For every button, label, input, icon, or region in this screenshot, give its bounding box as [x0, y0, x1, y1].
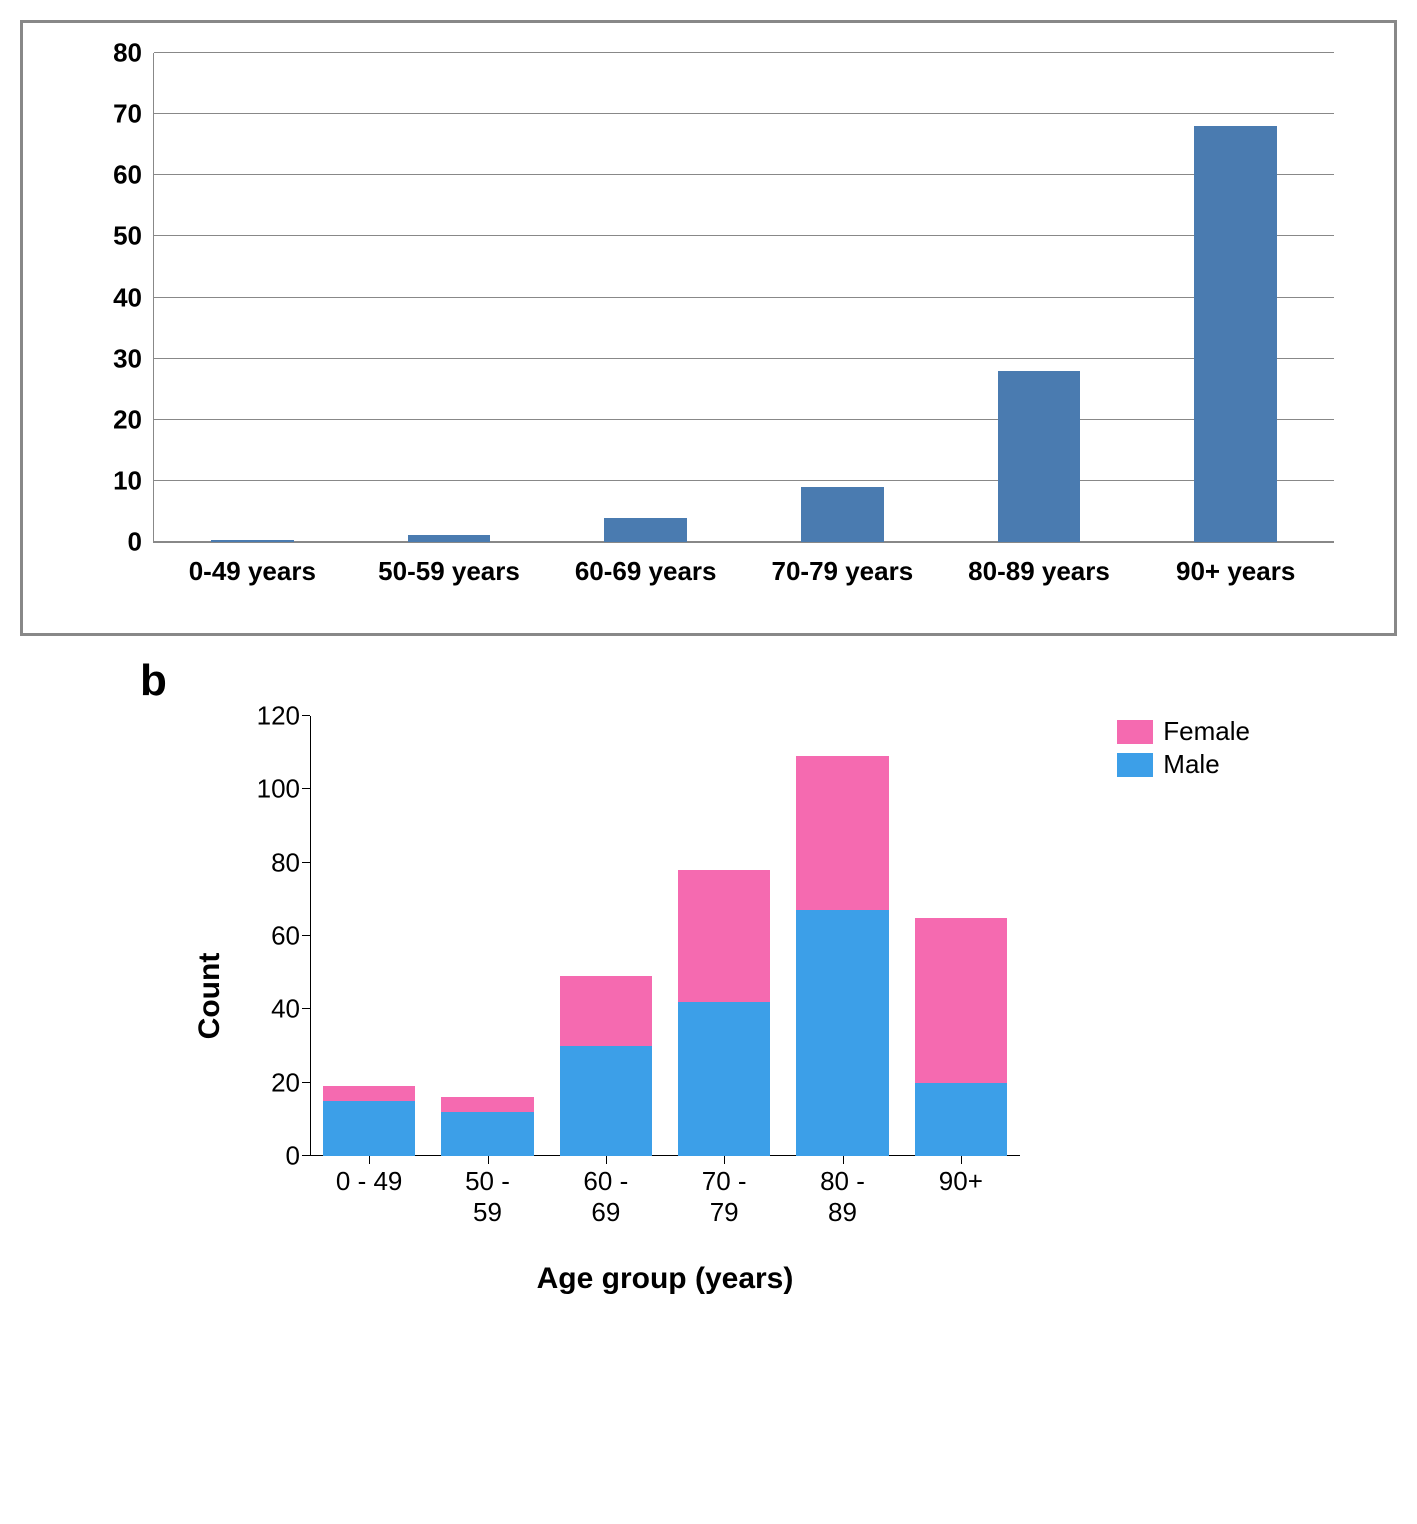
chart-a-xtick: 90+ years — [1176, 542, 1295, 587]
chart-a-ytick: 40 — [113, 282, 154, 313]
chart-a-ytick: 10 — [113, 465, 154, 496]
chart-b-bar-segment-female — [796, 756, 888, 910]
chart-a-ytick: 70 — [113, 99, 154, 130]
chart-a-xtick: 60-69 years — [575, 542, 717, 587]
chart-b-bar-segment-female — [441, 1097, 533, 1112]
chart-a-ytick: 20 — [113, 404, 154, 435]
chart-a-gridline — [154, 419, 1334, 420]
chart-b-bar-segment-male — [678, 1002, 770, 1156]
chart-b-xlabel: Age group (years) — [310, 1262, 1020, 1296]
chart-b-bar — [560, 976, 652, 1156]
chart-a-bar — [408, 535, 491, 542]
panel-b: b Count 0204060801001200 - 4950 - 5960 -… — [200, 696, 1250, 1296]
chart-a-xtick: 0-49 years — [189, 542, 316, 587]
figure-container: a 010203040506070800-49 years50-59 years… — [20, 20, 1397, 1296]
chart-b-bar-segment-male — [560, 1046, 652, 1156]
legend-item: Female — [1117, 716, 1250, 747]
legend-swatch — [1117, 753, 1153, 777]
chart-b-bar — [441, 1097, 533, 1156]
chart-a-gridline — [154, 358, 1334, 359]
chart-b-bar — [915, 918, 1007, 1156]
chart-a-bar — [998, 371, 1081, 542]
chart-b-xtick: 70 - 79 — [702, 1156, 747, 1228]
chart-a-bar — [1194, 126, 1277, 542]
chart-b-bar-segment-male — [915, 1083, 1007, 1156]
chart-b-legend: FemaleMale — [1117, 716, 1250, 782]
chart-b-yaxis-line — [310, 716, 311, 1156]
chart-a-ytick: 0 — [128, 527, 154, 558]
chart-b-bar — [323, 1086, 415, 1156]
chart-b-bar-segment-female — [323, 1086, 415, 1101]
chart-b-bar-segment-female — [915, 918, 1007, 1083]
chart-a-ytick: 80 — [113, 38, 154, 69]
chart-b-xtick: 50 - 59 — [465, 1156, 510, 1228]
chart-b-bar-segment-female — [678, 870, 770, 1002]
chart-b-xtick: 80 - 89 — [820, 1156, 865, 1228]
panel-a: a 010203040506070800-49 years50-59 years… — [20, 20, 1397, 636]
plot-area-b: 0204060801001200 - 4950 - 5960 - 6970 - … — [310, 716, 1020, 1156]
legend-swatch — [1117, 720, 1153, 744]
chart-b-bar — [796, 756, 888, 1156]
chart-b-ytick: 120 — [257, 701, 310, 732]
chart-b-ytick: 20 — [271, 1067, 310, 1098]
chart-a-xtick: 70-79 years — [771, 542, 913, 587]
chart-a-gridline — [154, 541, 1334, 542]
chart-b-xaxis-line — [310, 1155, 1020, 1156]
chart-b-ytick: 100 — [257, 774, 310, 805]
chart-a-gridline — [154, 480, 1334, 481]
chart-b-ytick: 80 — [271, 847, 310, 878]
chart-b: Count 0204060801001200 - 4950 - 5960 - 6… — [200, 696, 1250, 1296]
chart-b-bar-segment-male — [796, 910, 888, 1156]
chart-a-gridline — [154, 235, 1334, 236]
chart-b-bar-segment-male — [323, 1101, 415, 1156]
chart-a-gridline — [154, 113, 1334, 114]
chart-a-ytick: 30 — [113, 343, 154, 374]
chart-b-bar — [678, 870, 770, 1156]
chart-b-xtick: 0 - 49 — [336, 1156, 403, 1197]
chart-a-xtick: 80-89 years — [968, 542, 1110, 587]
legend-label: Female — [1163, 716, 1250, 747]
chart-a-bar — [801, 487, 884, 542]
chart-a-bar — [604, 518, 687, 542]
chart-b-ytick: 40 — [271, 994, 310, 1025]
chart-b-xtick: 90+ — [939, 1156, 983, 1197]
chart-b-bar-segment-male — [441, 1112, 533, 1156]
chart-b-ytick: 60 — [271, 921, 310, 952]
chart-a-gridline — [154, 297, 1334, 298]
chart-a-xtick: 50-59 years — [378, 542, 520, 587]
chart-a: 010203040506070800-49 years50-59 years60… — [83, 43, 1354, 603]
chart-b-ytick: 0 — [286, 1141, 310, 1172]
plot-area-a: 010203040506070800-49 years50-59 years60… — [153, 53, 1334, 543]
legend-item: Male — [1117, 749, 1250, 780]
panel-b-label: b — [140, 656, 167, 706]
chart-a-ytick: 50 — [113, 221, 154, 252]
chart-a-ytick: 60 — [113, 160, 154, 191]
chart-a-gridline — [154, 52, 1334, 53]
chart-b-xtick: 60 - 69 — [583, 1156, 628, 1228]
chart-a-gridline — [154, 174, 1334, 175]
legend-label: Male — [1163, 749, 1219, 780]
chart-b-ylabel: Count — [193, 953, 227, 1040]
chart-b-bar-segment-female — [560, 976, 652, 1046]
